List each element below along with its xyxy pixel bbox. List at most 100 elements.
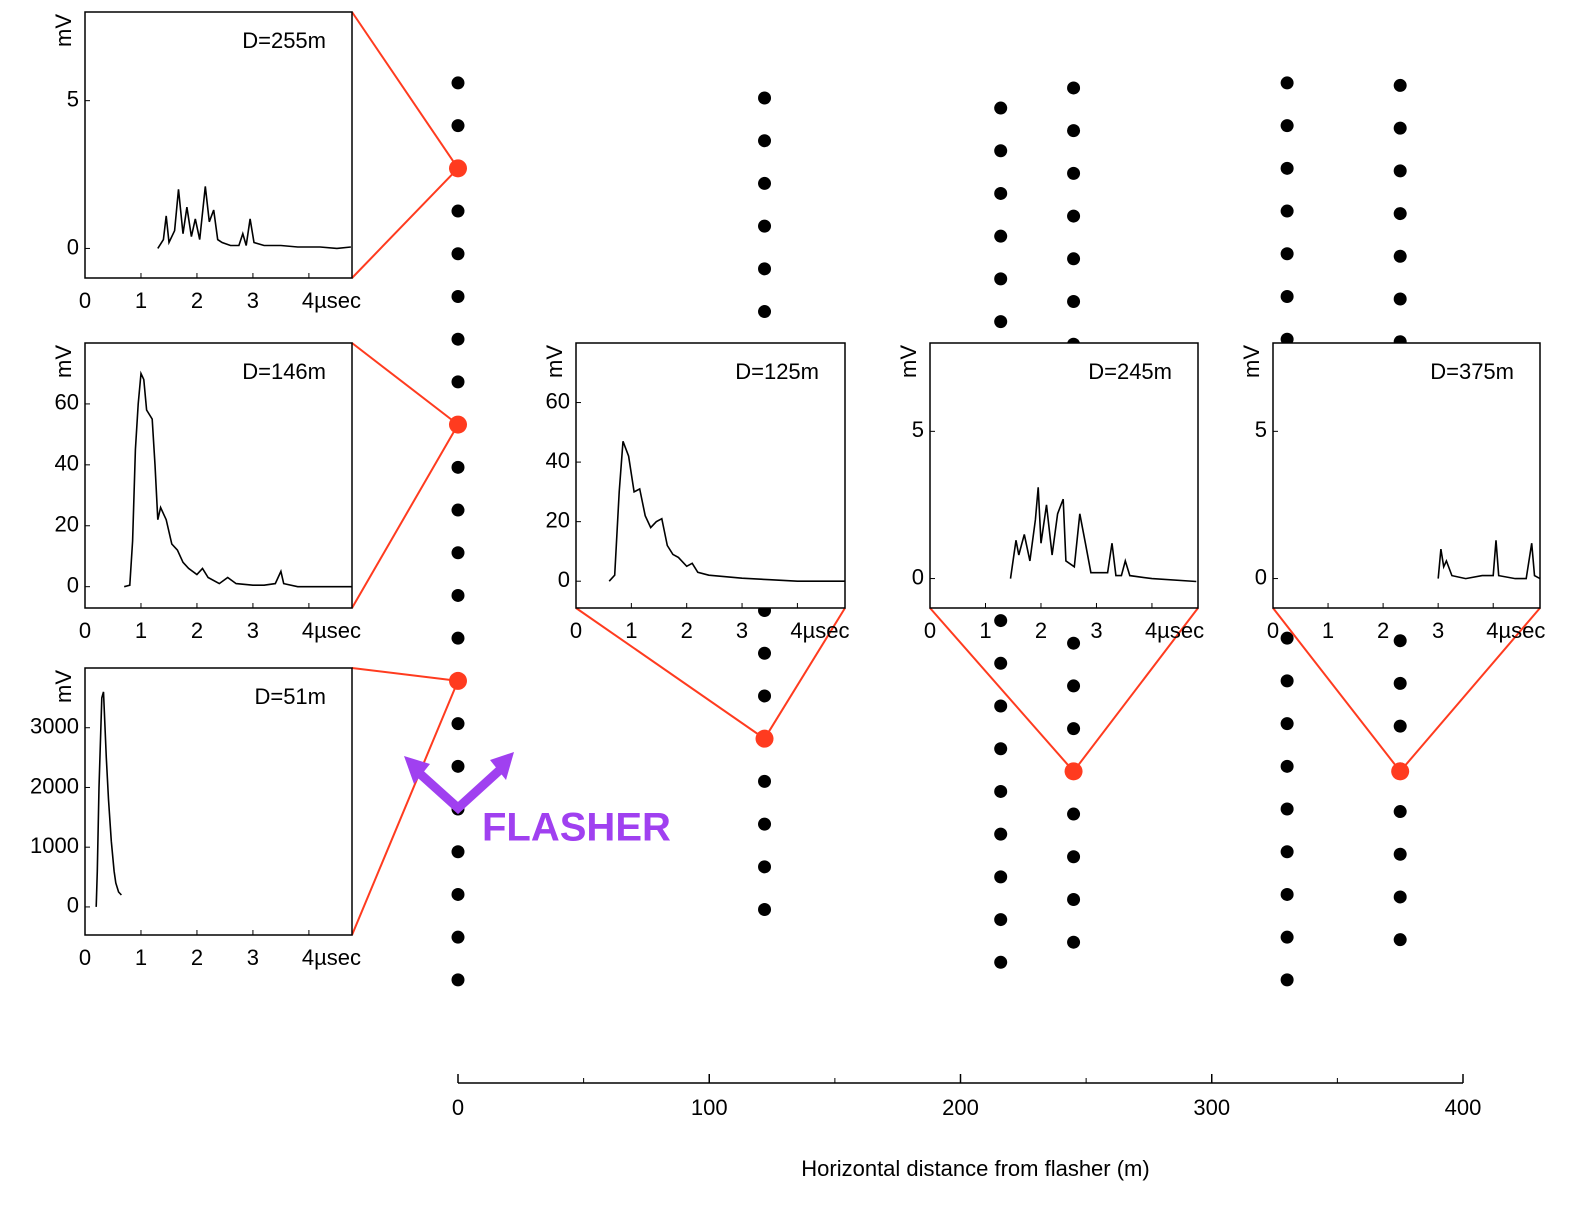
waveform bbox=[608, 441, 845, 582]
dom bbox=[1067, 892, 1081, 906]
dom bbox=[1067, 295, 1081, 308]
y-axis-title: mV bbox=[1239, 345, 1264, 378]
panel-title: D=51m bbox=[254, 684, 326, 709]
dom bbox=[1067, 81, 1081, 95]
dom bbox=[994, 913, 1008, 927]
dom bbox=[1393, 292, 1407, 306]
dom bbox=[994, 144, 1008, 158]
panel-frame bbox=[84, 11, 353, 279]
dom bbox=[1280, 161, 1294, 175]
dom bbox=[994, 186, 1008, 200]
dom bbox=[994, 870, 1008, 884]
dom bbox=[451, 460, 465, 474]
dom bbox=[1280, 76, 1294, 90]
y-axis-title: mV bbox=[51, 670, 76, 703]
callout-line bbox=[351, 11, 459, 169]
y-axis-title: mV bbox=[542, 345, 567, 378]
callout-line bbox=[1072, 607, 1199, 772]
x-tick-label: 3 bbox=[1432, 618, 1444, 643]
dom bbox=[451, 588, 465, 602]
x-tick-label: 3 bbox=[1090, 618, 1102, 643]
dom bbox=[1393, 164, 1407, 178]
x-tick-label: 3 bbox=[247, 945, 259, 970]
dom bbox=[1280, 119, 1294, 133]
dom bbox=[994, 742, 1008, 756]
x-tick-label: 3 bbox=[736, 618, 748, 643]
callout-line bbox=[351, 424, 459, 609]
x-tick-label: 1 bbox=[135, 618, 147, 643]
dom bbox=[1280, 204, 1294, 218]
dom bbox=[758, 860, 772, 874]
dom bbox=[994, 827, 1008, 841]
dom bbox=[451, 247, 465, 261]
dom bbox=[758, 305, 772, 319]
x-tick-label: 100 bbox=[691, 1095, 728, 1120]
dom bbox=[1280, 631, 1294, 645]
dom bbox=[994, 699, 1008, 713]
y-tick-label: 60 bbox=[546, 388, 570, 413]
panel-frame bbox=[929, 342, 1199, 609]
dom bbox=[1280, 930, 1294, 944]
flasher-label: FLASHER bbox=[482, 806, 671, 850]
y-tick-label: 5 bbox=[912, 417, 924, 442]
x-tick-label: 0 bbox=[1267, 618, 1279, 643]
x-tick-label: 1 bbox=[135, 945, 147, 970]
x-tick-label: 3 bbox=[247, 618, 259, 643]
dom bbox=[994, 315, 1008, 329]
flashed-dom bbox=[449, 159, 467, 178]
y-tick-label: 5 bbox=[67, 86, 79, 111]
panel-frame bbox=[1272, 342, 1541, 609]
x-tick-label: 1 bbox=[1322, 618, 1334, 643]
waveform bbox=[1437, 540, 1540, 580]
panel-background bbox=[930, 343, 1198, 608]
dom bbox=[1280, 247, 1294, 261]
callout-line bbox=[351, 167, 459, 279]
callout-line bbox=[351, 342, 459, 426]
dom bbox=[1393, 78, 1407, 92]
dom bbox=[451, 332, 465, 346]
callout-line bbox=[1272, 607, 1401, 772]
waveform bbox=[157, 186, 351, 250]
dom bbox=[451, 289, 465, 303]
x-tick-label: 4µsec bbox=[302, 618, 361, 643]
callout-line bbox=[929, 607, 1075, 772]
panel-title: D=245m bbox=[1088, 359, 1172, 384]
panel-background bbox=[1273, 343, 1540, 608]
y-tick-label: 1000 bbox=[30, 833, 79, 858]
dom bbox=[1280, 845, 1294, 859]
flashed-dom bbox=[449, 415, 467, 434]
dom bbox=[1280, 973, 1294, 987]
x-tick-label: 2 bbox=[1377, 618, 1389, 643]
y-tick-label: 20 bbox=[546, 507, 570, 532]
dom bbox=[1067, 850, 1081, 864]
waveform bbox=[1009, 487, 1197, 583]
flasher-arrowhead bbox=[490, 752, 514, 780]
dom bbox=[1393, 249, 1407, 263]
dom bbox=[1393, 676, 1407, 690]
dom bbox=[451, 973, 465, 987]
x-tick-label: 4µsec bbox=[1145, 618, 1204, 643]
callout-line bbox=[1399, 607, 1541, 772]
y-axis-title: mV bbox=[896, 345, 921, 378]
dom bbox=[1067, 124, 1081, 138]
dom bbox=[758, 91, 772, 105]
dom bbox=[758, 774, 772, 788]
dom bbox=[1280, 674, 1294, 688]
x-tick-label: 0 bbox=[452, 1095, 464, 1120]
callout-line bbox=[763, 607, 846, 740]
dom bbox=[994, 229, 1008, 243]
y-tick-label: 40 bbox=[55, 451, 79, 476]
y-tick-label: 20 bbox=[55, 512, 79, 537]
dom bbox=[451, 76, 465, 90]
dom bbox=[1393, 634, 1407, 648]
x-tick-label: 0 bbox=[79, 618, 91, 643]
dom bbox=[1280, 717, 1294, 731]
x-tick-label: 200 bbox=[942, 1095, 979, 1120]
dom bbox=[1393, 890, 1407, 904]
panel-frame bbox=[84, 667, 353, 936]
flashed-dom bbox=[1064, 762, 1083, 781]
x-tick-label: 1 bbox=[625, 618, 637, 643]
x-tick-label: 4µsec bbox=[1486, 618, 1545, 643]
dom bbox=[758, 262, 772, 276]
